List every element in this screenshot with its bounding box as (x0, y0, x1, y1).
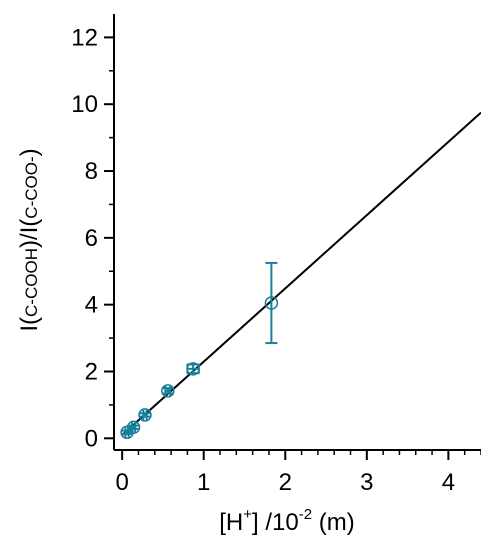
x-tick-label: 0 (115, 469, 128, 496)
y-tick-label: 4 (85, 292, 98, 319)
x-axis: 0 1 2 3 4 (114, 449, 481, 496)
x-tick-label: 3 (360, 469, 373, 496)
y-tick-label: 12 (71, 24, 98, 51)
data-marker (186, 362, 200, 376)
data-marker (264, 296, 279, 310)
y-tick-label: 6 (85, 225, 98, 252)
x-axis-title: [H+] /10-2 (m) (219, 506, 354, 535)
data-point (186, 362, 200, 376)
x-tick-label: 2 (279, 469, 292, 496)
data-point (138, 408, 152, 422)
x-tick-label: 1 (197, 469, 210, 496)
data-point (264, 261, 279, 345)
plot-area (120, 111, 481, 440)
data-marker (138, 408, 152, 422)
data-point (126, 420, 141, 435)
fit-line (121, 111, 481, 436)
data-marker (126, 420, 141, 435)
y-tick-label: 0 (85, 425, 98, 452)
y-axis-title: I(C-COOH)/I(C-COO-) (16, 148, 43, 331)
y-tick-label: 2 (85, 358, 98, 385)
y-tick-label: 10 (71, 91, 98, 118)
data-marker (161, 384, 175, 398)
y-axis: 0 2 4 6 8 10 12 (71, 14, 115, 452)
x-tick-label: 4 (442, 469, 455, 496)
y-tick-label: 8 (85, 158, 98, 185)
data-point (161, 384, 175, 398)
